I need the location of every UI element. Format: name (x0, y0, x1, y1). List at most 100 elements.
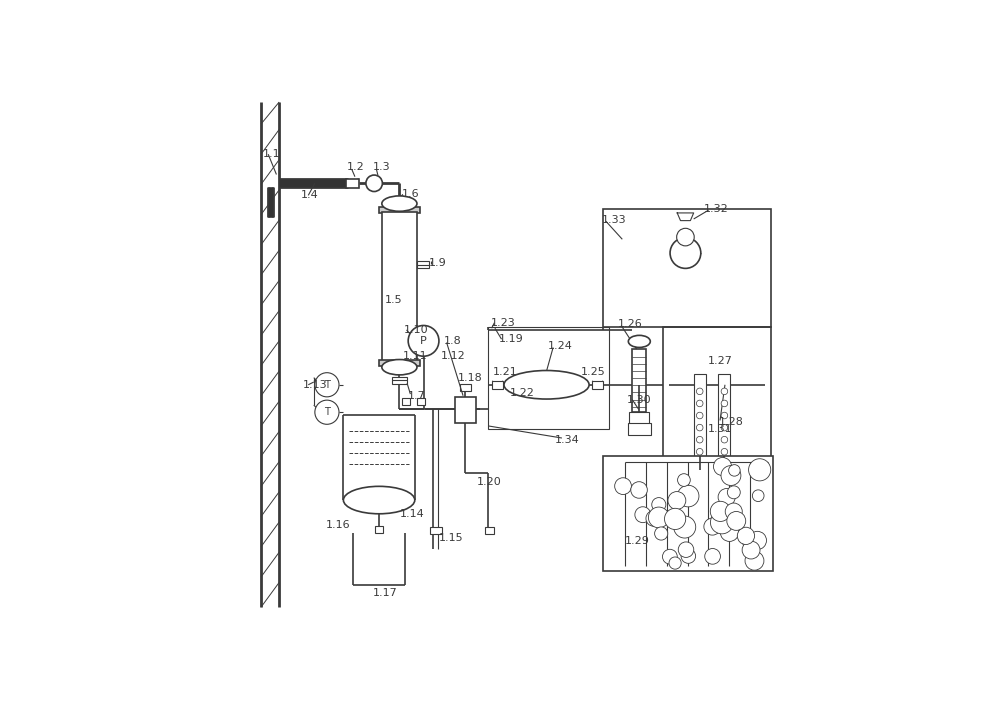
Text: 1.22: 1.22 (510, 388, 535, 398)
Circle shape (710, 501, 730, 521)
Text: 1.23: 1.23 (491, 318, 515, 328)
Bar (379, 207, 420, 213)
Ellipse shape (628, 335, 650, 347)
Circle shape (678, 473, 690, 486)
Circle shape (696, 436, 703, 443)
Circle shape (745, 551, 764, 570)
Circle shape (705, 548, 720, 564)
Circle shape (713, 458, 732, 476)
Circle shape (748, 531, 766, 550)
Circle shape (366, 175, 382, 192)
Circle shape (720, 523, 739, 541)
Circle shape (749, 458, 771, 481)
Circle shape (721, 448, 728, 455)
Circle shape (696, 388, 703, 395)
Circle shape (677, 486, 699, 507)
Bar (375, 526, 383, 533)
Circle shape (668, 491, 686, 510)
Circle shape (710, 511, 733, 534)
Circle shape (727, 511, 746, 530)
Text: 1.10: 1.10 (404, 325, 428, 335)
Bar (492, 381, 503, 389)
Text: 1.16: 1.16 (326, 520, 350, 530)
Circle shape (721, 388, 728, 395)
Text: 1.18: 1.18 (458, 373, 482, 383)
Text: 1.26: 1.26 (618, 319, 643, 329)
Bar (430, 527, 442, 534)
Bar (629, 411, 649, 424)
Circle shape (408, 325, 439, 356)
Text: 1.27: 1.27 (707, 356, 732, 366)
Text: 1.17: 1.17 (373, 588, 397, 598)
Bar (485, 527, 494, 534)
Circle shape (729, 465, 740, 476)
Bar (382, 212, 417, 363)
Bar (379, 359, 420, 366)
Circle shape (721, 412, 728, 419)
Circle shape (737, 527, 755, 545)
Bar (417, 399, 425, 405)
Text: T: T (324, 407, 330, 417)
Bar (392, 376, 407, 384)
Text: 1.28: 1.28 (718, 416, 743, 426)
Bar (417, 261, 429, 268)
Circle shape (662, 549, 677, 564)
Text: 1.30: 1.30 (627, 394, 651, 404)
Circle shape (721, 424, 728, 431)
Text: P: P (420, 336, 427, 346)
Text: 1.7: 1.7 (408, 391, 426, 401)
Text: 1.13: 1.13 (303, 380, 327, 390)
Ellipse shape (382, 196, 417, 211)
Text: T: T (324, 407, 330, 417)
Text: 1.3: 1.3 (373, 162, 390, 172)
Circle shape (742, 541, 760, 559)
Circle shape (315, 373, 339, 397)
Text: 1.33: 1.33 (602, 215, 627, 225)
Circle shape (752, 490, 764, 501)
Circle shape (678, 542, 694, 558)
Circle shape (648, 507, 669, 528)
Bar (694, 374, 706, 461)
Circle shape (615, 478, 631, 495)
Polygon shape (677, 213, 694, 220)
Bar (663, 327, 771, 470)
Circle shape (631, 482, 647, 498)
Text: 1.25: 1.25 (581, 367, 606, 377)
Bar (603, 456, 773, 571)
Text: 1.1: 1.1 (263, 149, 280, 159)
Text: 1.29: 1.29 (625, 536, 650, 546)
Circle shape (721, 466, 741, 486)
Bar (592, 381, 603, 389)
Circle shape (655, 527, 668, 540)
Bar (628, 424, 651, 435)
Bar (268, 187, 273, 217)
Circle shape (743, 533, 760, 550)
Text: 1.34: 1.34 (555, 435, 580, 445)
Text: 1.24: 1.24 (548, 342, 573, 352)
Ellipse shape (343, 486, 415, 514)
Bar (632, 349, 646, 412)
Circle shape (665, 508, 686, 530)
Text: 1.32: 1.32 (704, 204, 728, 214)
Circle shape (696, 448, 703, 455)
Circle shape (721, 400, 728, 406)
Text: T: T (324, 380, 330, 390)
Text: P: P (420, 336, 427, 346)
Circle shape (674, 516, 696, 538)
Bar (460, 384, 471, 391)
Circle shape (727, 486, 740, 499)
Circle shape (696, 412, 703, 419)
Circle shape (696, 400, 703, 406)
Text: 1.19: 1.19 (499, 334, 524, 344)
Circle shape (721, 436, 728, 443)
Circle shape (652, 498, 666, 512)
Text: 1.21: 1.21 (493, 367, 517, 377)
Text: 1.9: 1.9 (429, 258, 447, 268)
Text: 1.15: 1.15 (438, 533, 463, 543)
Circle shape (670, 237, 701, 268)
Circle shape (696, 424, 703, 431)
Ellipse shape (504, 371, 589, 399)
Bar (603, 209, 771, 327)
Text: 1.11: 1.11 (403, 351, 427, 361)
Text: 1.14: 1.14 (400, 509, 425, 519)
